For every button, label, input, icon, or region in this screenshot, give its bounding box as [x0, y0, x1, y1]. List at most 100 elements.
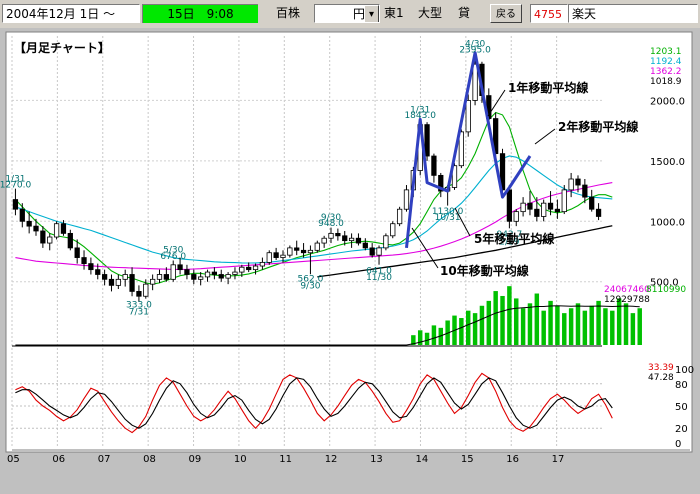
- price-label: 9/30: [300, 281, 320, 291]
- stoch-tick-label: 20: [675, 424, 688, 435]
- candle-body: [12, 199, 19, 210]
- candle-body: [575, 178, 581, 186]
- ma-current-value: 1018.9: [650, 77, 682, 87]
- volume-bar: [527, 303, 533, 345]
- candle-body: [582, 184, 588, 198]
- volume-bar: [534, 293, 540, 345]
- volume-bar: [472, 313, 478, 345]
- candle-body: [33, 225, 39, 232]
- candle-body: [266, 252, 272, 263]
- annotation-1y-pointer: [487, 89, 506, 117]
- price-label: 11/30: [366, 273, 392, 283]
- volume-bar: [486, 300, 492, 345]
- price-label: 9/30: [321, 213, 341, 223]
- price-label: 2395.0: [459, 46, 491, 56]
- ma-line: [15, 182, 613, 270]
- price-label: 333.0: [126, 301, 152, 311]
- candle-body: [239, 266, 245, 273]
- x-tick-label: 10: [234, 454, 247, 465]
- volume-bar: [596, 300, 601, 345]
- volume-bar: [459, 318, 464, 345]
- stoch-k-line: [15, 372, 613, 434]
- volume-bar: [465, 310, 471, 345]
- chart-title: 【月足チャート】: [14, 40, 110, 55]
- candle-body: [369, 247, 375, 256]
- candle-body: [335, 232, 341, 237]
- volume-bar: [424, 332, 430, 345]
- volume-bar: [541, 310, 546, 345]
- candle-body: [362, 242, 368, 249]
- trendline: [405, 51, 532, 249]
- stoch-tick-label: 100: [675, 365, 694, 376]
- currency-value: 円: [352, 7, 365, 21]
- volume-bar: [603, 308, 608, 345]
- candle-body: [458, 131, 464, 167]
- stock-name: 楽天: [568, 4, 698, 23]
- candle-body: [300, 249, 307, 254]
- volume-average-line: [15, 305, 640, 346]
- annotation-10y-pointer: [411, 227, 439, 269]
- candle-body: [198, 276, 204, 280]
- annotation-10y-ma: 10年移動平均線: [440, 263, 529, 278]
- volume-bar: [582, 310, 588, 345]
- candle-body: [225, 274, 231, 279]
- volume-bar: [623, 303, 629, 345]
- price-label: 1843.0: [404, 111, 436, 121]
- candle-body: [520, 202, 526, 213]
- annotation-5y-pointer: [454, 207, 471, 237]
- stoch-current-value: 33.39: [648, 363, 674, 373]
- candle-body: [527, 202, 533, 210]
- candle-body: [156, 274, 163, 280]
- volume-bar: [479, 305, 485, 345]
- candle-body: [218, 274, 224, 279]
- candle-body: [396, 208, 403, 225]
- annotation-1y-ma: 1年移動平均線: [508, 80, 588, 95]
- plot-frame: [5, 31, 693, 453]
- candle-body: [568, 178, 574, 191]
- ma-current-value: 1192.4: [650, 57, 682, 67]
- chart-area: 【月足チャート】 1/31 1270.0 5/30 676.0 333.0 7/31 9/3…: [0, 28, 700, 490]
- candle-body: [101, 274, 108, 280]
- stock-code[interactable]: 4755: [530, 4, 568, 23]
- candle-body: [348, 237, 355, 242]
- candle-body: [47, 236, 53, 244]
- candle-body: [95, 269, 101, 275]
- candle-body: [19, 208, 25, 222]
- candle-body: [122, 274, 128, 280]
- candle-body: [403, 189, 410, 210]
- price-label: 641.0: [366, 266, 392, 276]
- volume-bar: [589, 305, 594, 345]
- price-tick-label: 1500.0: [650, 157, 685, 168]
- back-button[interactable]: 戻る: [490, 4, 522, 23]
- x-tick-label: 17: [552, 454, 565, 465]
- candle-body: [204, 271, 211, 278]
- volume-bar: [555, 305, 560, 345]
- candle-body: [115, 278, 121, 286]
- candle-body: [506, 189, 513, 222]
- volume-bar: [575, 303, 581, 345]
- volume-bar: [507, 286, 512, 345]
- currency-select[interactable]: 円 ▾: [314, 4, 380, 23]
- date-field[interactable]: 2004年12月 1日 ～: [2, 4, 140, 23]
- ma-line: [15, 155, 613, 264]
- candle-body: [280, 254, 286, 258]
- candle-body: [60, 223, 67, 234]
- candle-body: [424, 124, 430, 157]
- x-tick-label: 06: [52, 454, 65, 465]
- ma-current-value: 1362.2: [650, 67, 682, 77]
- candle-body: [451, 165, 458, 188]
- price-label: 948.0: [318, 219, 344, 229]
- candle-body: [67, 232, 73, 249]
- candle-body: [465, 100, 471, 133]
- volume-bar: [431, 325, 437, 345]
- ma-current-value: 1203.1: [650, 47, 682, 57]
- candle-body: [547, 202, 554, 210]
- volume-bar: [417, 330, 423, 345]
- volume-bar: [514, 298, 519, 345]
- candle-body: [307, 249, 314, 254]
- chevron-down-icon[interactable]: ▾: [364, 5, 379, 22]
- volume-bar: [630, 313, 636, 345]
- candle-body: [314, 242, 320, 251]
- stoch-tick-label: 80: [675, 380, 688, 391]
- annotation-2y-ma: 2年移動平均線: [558, 119, 638, 134]
